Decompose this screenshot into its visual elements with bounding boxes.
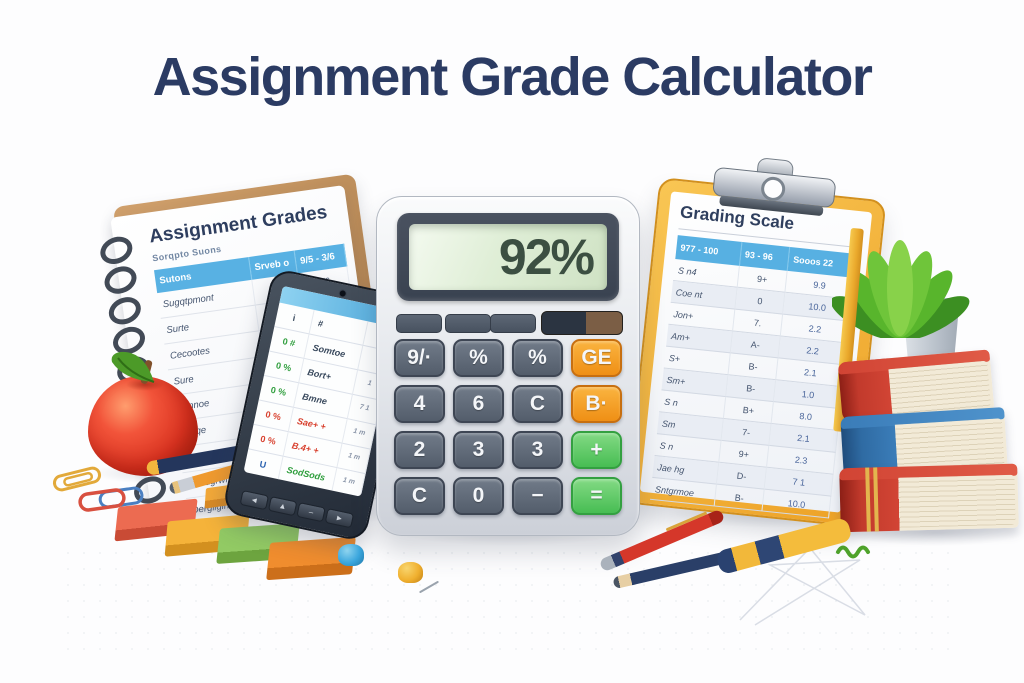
calculator-display-bezel: 92% (397, 213, 619, 301)
phone-left-key-icon: ◄ (239, 489, 270, 511)
table-cell: 1 m (332, 468, 366, 497)
calc-key: + (571, 431, 622, 469)
book-pages (888, 360, 992, 416)
phone-camera-icon (337, 288, 348, 299)
calc-key: C (512, 385, 563, 423)
phone-grades-table: i # % 0 # Somtoe 0 % Bort+ 1 0 % Bmne 7 … (243, 302, 397, 497)
calc-key: 4 (394, 385, 445, 423)
calc-key: % (453, 339, 504, 377)
pencil-sketch-lines (739, 545, 870, 626)
calc-key: 9/· (394, 339, 445, 377)
calculator-function-chip (445, 314, 491, 333)
calc-key: 3 (512, 431, 563, 469)
book-red-bottom (839, 463, 1019, 533)
calc-key: B· (571, 385, 622, 423)
calc-key: 6 (453, 385, 504, 423)
phone-up-key-icon: ▲ (267, 496, 298, 517)
calc-key: − (512, 477, 563, 515)
paperclip-yellow-icon (52, 466, 102, 492)
phone-buttons: ◄ ▲ – ► (239, 489, 355, 529)
apple-leaf-icon (111, 351, 155, 383)
calc-key: GE (571, 339, 622, 377)
grading-scale-table: 977 - 100 93 - 96 Sooos 22 S n4 9+ 9.9 C… (649, 235, 857, 519)
calc-key: C (394, 477, 445, 515)
phone-menu-key-icon: – (296, 502, 326, 523)
solar-panel-icon (541, 311, 623, 335)
calc-key: 0 (453, 477, 504, 515)
desk-texture (60, 545, 960, 660)
calc-key: % (512, 339, 563, 377)
paperclip-red-blue-icon (78, 486, 144, 512)
calculator-lcd: 92% (409, 224, 607, 290)
plant-icon (832, 240, 970, 338)
calculator-function-chip (490, 314, 536, 333)
calculator: 92% 9/· % % GE 4 6 C B· 2 3 3 + C 0 − = (376, 196, 640, 536)
book-pages (898, 474, 1016, 528)
apple-icon (88, 351, 198, 476)
phone-right-key-icon: ► (324, 508, 355, 529)
page-title: Assignment Grade Calculator (152, 47, 873, 107)
calculator-function-chip (396, 314, 442, 333)
calc-key: 3 (453, 431, 504, 469)
calc-key: = (571, 477, 622, 515)
calc-key: 2 (394, 431, 445, 469)
calculator-keypad: 9/· % % GE 4 6 C B· 2 3 3 + C 0 − = (394, 339, 622, 515)
